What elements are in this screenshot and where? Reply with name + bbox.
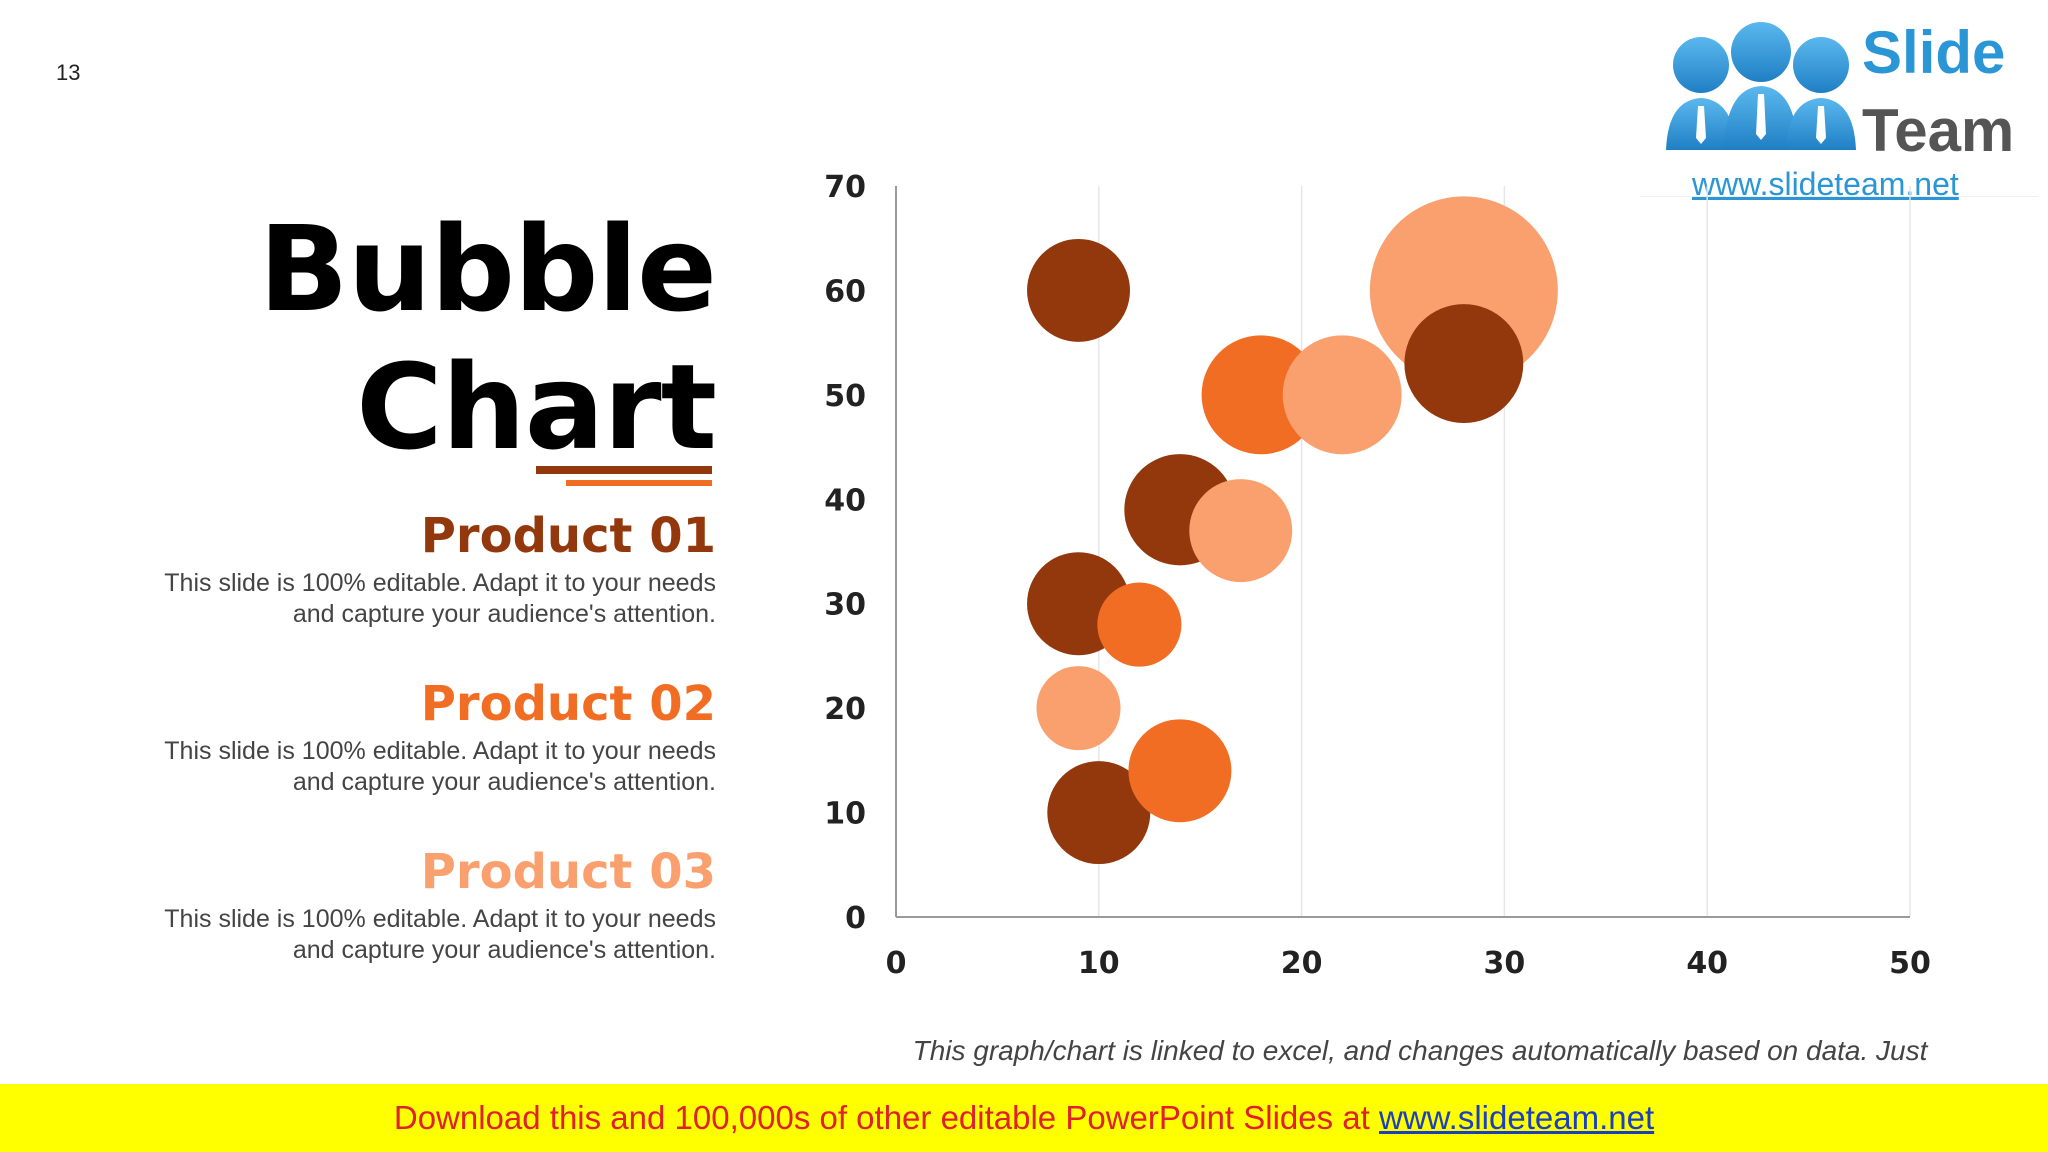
product-01-name: Product 01: [420, 508, 716, 564]
y-tick-label-30: 30: [824, 588, 866, 623]
page-title: Bubble Chart: [258, 200, 717, 476]
logo-word-slide: Slide: [1862, 19, 2006, 86]
chart-axes: 0 10 20 30 40 50 0 10 20 30 40 50 60 70: [824, 170, 1931, 981]
product-01-desc-line2: and capture your audience's attention.: [292, 600, 716, 628]
title-line-1: Bubble: [258, 200, 717, 338]
download-banner: Download this and 100,000s of other edit…: [0, 1084, 2048, 1152]
product-03-name: Product 03: [420, 844, 716, 900]
bubble-product-01-1: [1027, 238, 1131, 342]
slide-number: 13: [56, 60, 81, 85]
y-tick-label-0: 0: [845, 901, 866, 936]
product-03-desc-line2: and capture your audience's attention.: [292, 936, 716, 964]
product-01-desc-line1: This slide is 100% editable. Adapt it to…: [164, 569, 716, 597]
product-02-name: Product 02: [420, 676, 716, 732]
x-tick-label-20: 20: [1281, 946, 1323, 981]
x-tick-label-40: 40: [1686, 946, 1728, 981]
product-03-desc-line1: This slide is 100% editable. Adapt it to…: [164, 905, 716, 933]
product-03-desc: This slide is 100% editable. Adapt it to…: [16, 904, 716, 966]
product-02-desc-line2: and capture your audience's attention.: [292, 768, 716, 796]
logo-word-team: Team: [1862, 97, 2015, 164]
product-01-desc: This slide is 100% editable. Adapt it to…: [16, 568, 716, 630]
x-tick-label-10: 10: [1078, 946, 1120, 981]
x-tick-label-50: 50: [1889, 946, 1931, 981]
logo-url[interactable]: www.slideteam.net: [1692, 166, 1959, 202]
product-02-desc: This slide is 100% editable. Adapt it to…: [16, 736, 716, 798]
bubble-product-02-2: [1097, 582, 1182, 667]
title-underline-light: [566, 480, 712, 486]
x-tick-label-0: 0: [886, 946, 907, 981]
y-tick-label-40: 40: [824, 483, 866, 518]
y-tick-label-70: 70: [824, 170, 866, 205]
bubble-product-01-5: [1047, 761, 1151, 865]
bubble-product-03-2: [1282, 335, 1402, 455]
y-tick-label-20: 20: [824, 692, 866, 727]
title-underline-dark: [536, 466, 712, 474]
y-tick-label-10: 10: [824, 797, 866, 832]
product-02-desc-line1: This slide is 100% editable. Adapt it to…: [164, 737, 716, 765]
bubble-product-01-3: [1404, 304, 1524, 423]
people-icon: [1666, 22, 1856, 150]
x-tick-label-30: 30: [1484, 946, 1526, 981]
bubble-product-03-4: [1036, 666, 1121, 751]
bubble-product-02-3: [1128, 719, 1232, 823]
chart-bubbles: [1027, 196, 1558, 865]
y-tick-label-60: 60: [824, 274, 866, 309]
banner-text: Download this and 100,000s of other edit…: [393, 1099, 1379, 1136]
product-02-block: Product 02 This slide is 100% editable. …: [16, 676, 716, 798]
bubble-chart: 0 10 20 30 40 50 0 10 20 30 40 50 60 70: [824, 170, 1931, 981]
y-tick-label-50: 50: [824, 379, 866, 414]
banner-link[interactable]: www.slideteam.net: [1379, 1099, 1655, 1136]
product-01-block: Product 01 This slide is 100% editable. …: [16, 508, 716, 630]
product-03-block: Product 03 This slide is 100% editable. …: [16, 844, 716, 966]
bubble-product-03-3: [1189, 479, 1293, 583]
chart-note: This graph/chart is linked to excel, and…: [912, 1035, 1928, 1072]
slideteam-logo[interactable]: Slide Team www.slideteam.net: [1640, 0, 2038, 202]
title-line-2: Chart: [356, 338, 717, 476]
